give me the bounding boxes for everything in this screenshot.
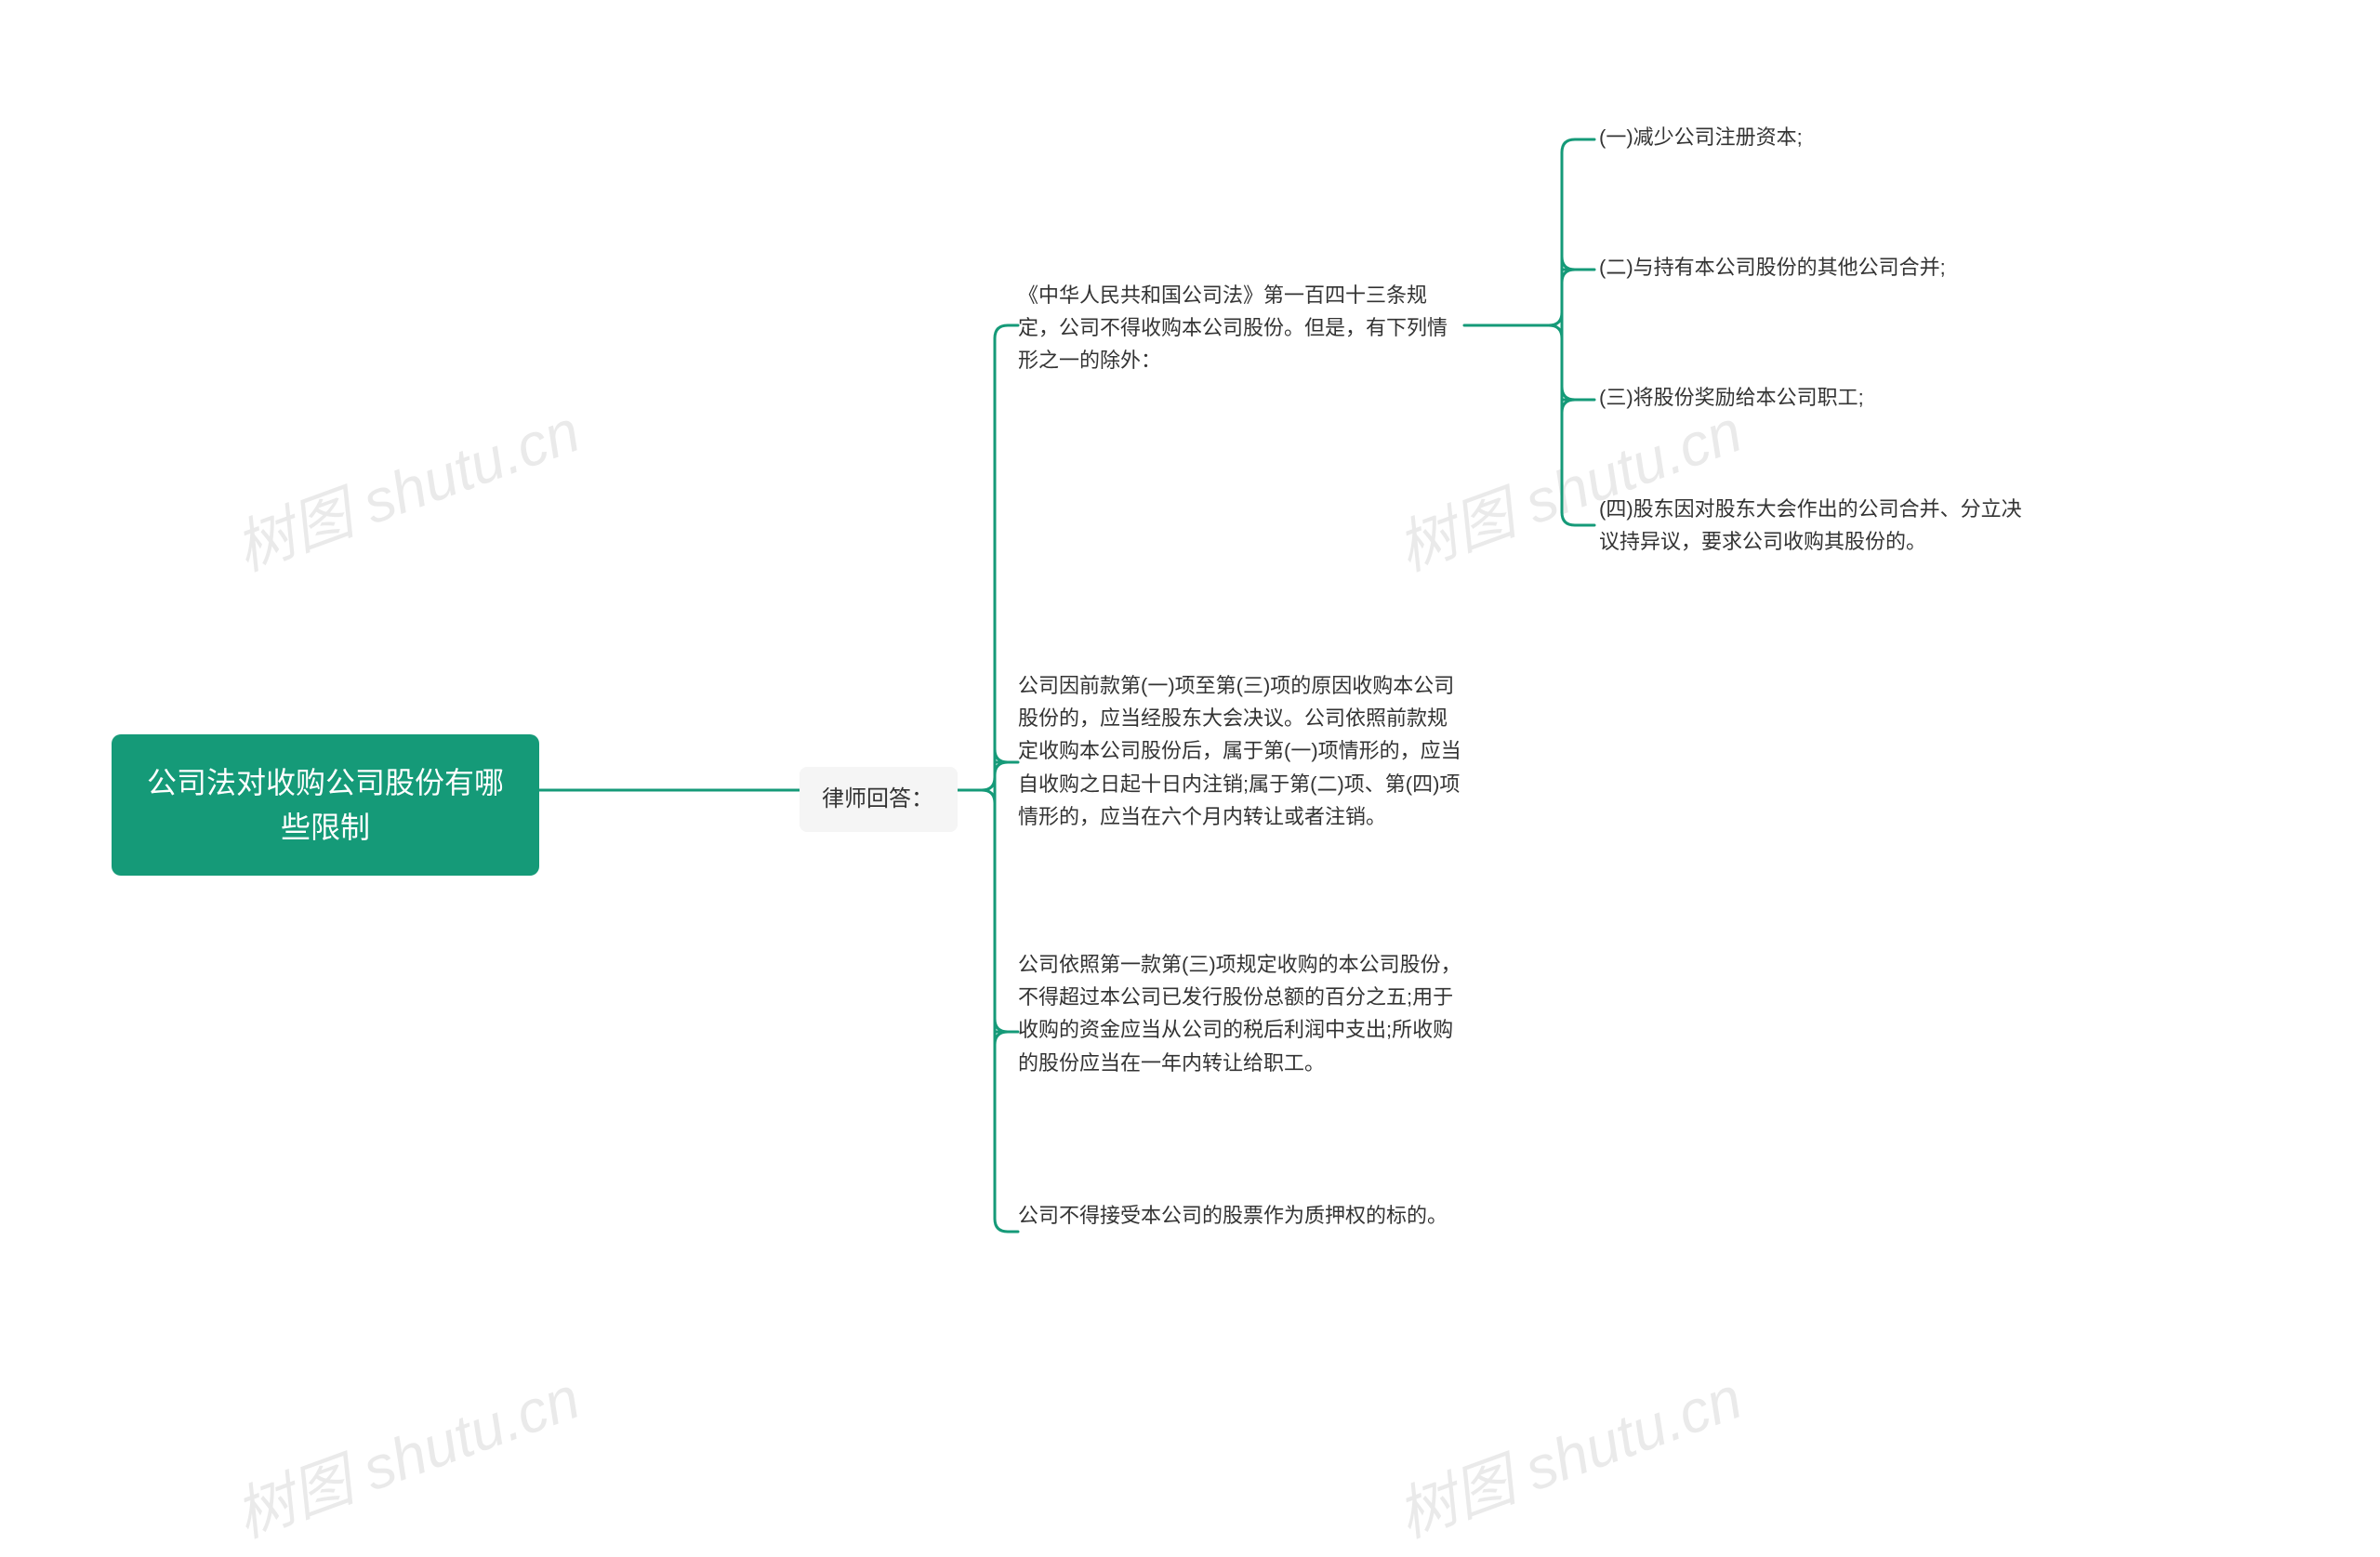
watermark: 树图 shutu.cn	[1384, 1351, 1752, 1554]
watermark: 树图 shutu.cn	[222, 1351, 590, 1554]
mindmap-canvas: 树图 shutu.cn树图 shutu.cn树图 shutu.cn树图 shut…	[0, 0, 2380, 1557]
connector	[995, 762, 1008, 775]
level3-node[interactable]: (二)与持有本公司股份的其他公司合并;	[1599, 251, 2036, 284]
level2-node[interactable]: 公司不得接受本公司的股票作为质押权的标的。	[1018, 1199, 1464, 1232]
connector	[995, 749, 1008, 762]
connector	[982, 777, 995, 790]
connector	[1562, 512, 1594, 525]
level2-label: 公司依照第一款第(三)项规定收购的本公司股份，不得超过本公司已发行股份总额的百分…	[1018, 953, 1461, 1075]
watermark: 树图 shutu.cn	[222, 384, 590, 587]
connector	[995, 1019, 1008, 1032]
level2-node[interactable]: 公司依照第一款第(三)项规定收购的本公司股份，不得超过本公司已发行股份总额的百分…	[1018, 948, 1464, 1079]
level2-label: 公司因前款第(一)项至第(三)项的原因收购本公司股份的，应当经股东大会决议。公司…	[1018, 674, 1461, 828]
level1-node[interactable]: 律师回答：	[800, 767, 958, 832]
connector	[995, 1032, 1008, 1045]
level3-node[interactable]: (四)股东因对股东大会作出的公司合并、分立决议持异议，要求公司收购其股份的。	[1599, 493, 2036, 558]
level3-label: (四)股东因对股东大会作出的公司合并、分立决议持异议，要求公司收购其股份的。	[1599, 497, 2022, 553]
level3-label: (一)减少公司注册资本;	[1599, 125, 1803, 149]
connector	[1562, 139, 1594, 152]
connector	[1562, 387, 1575, 400]
connector	[1549, 325, 1562, 338]
connector	[1562, 257, 1575, 270]
root-label: 公司法对收购公司股份有哪些限制	[147, 766, 504, 844]
root-node[interactable]: 公司法对收购公司股份有哪些限制	[112, 734, 539, 876]
level2-label: 公司不得接受本公司的股票作为质押权的标的。	[1018, 1204, 1448, 1227]
level2-node[interactable]: 《中华人民共和国公司法》第一百四十三条规定，公司不得收购本公司股份。但是，有下列…	[1018, 279, 1464, 377]
connector	[1549, 312, 1562, 325]
level1-label: 律师回答：	[822, 786, 933, 811]
connector	[995, 325, 1018, 338]
level3-label: (二)与持有本公司股份的其他公司合并;	[1599, 256, 1946, 279]
level2-label: 《中华人民共和国公司法》第一百四十三条规定，公司不得收购本公司股份。但是，有下列…	[1018, 284, 1448, 372]
level3-node[interactable]: (一)减少公司注册资本;	[1599, 121, 2036, 153]
connector	[1562, 400, 1575, 413]
connector	[1562, 270, 1575, 283]
connector	[982, 790, 995, 803]
connector	[995, 1219, 1018, 1232]
level3-label: (三)将股份奖励给本公司职工;	[1599, 386, 1864, 409]
level3-node[interactable]: (三)将股份奖励给本公司职工;	[1599, 381, 2036, 414]
level2-node[interactable]: 公司因前款第(一)项至第(三)项的原因收购本公司股份的，应当经股东大会决议。公司…	[1018, 669, 1464, 833]
